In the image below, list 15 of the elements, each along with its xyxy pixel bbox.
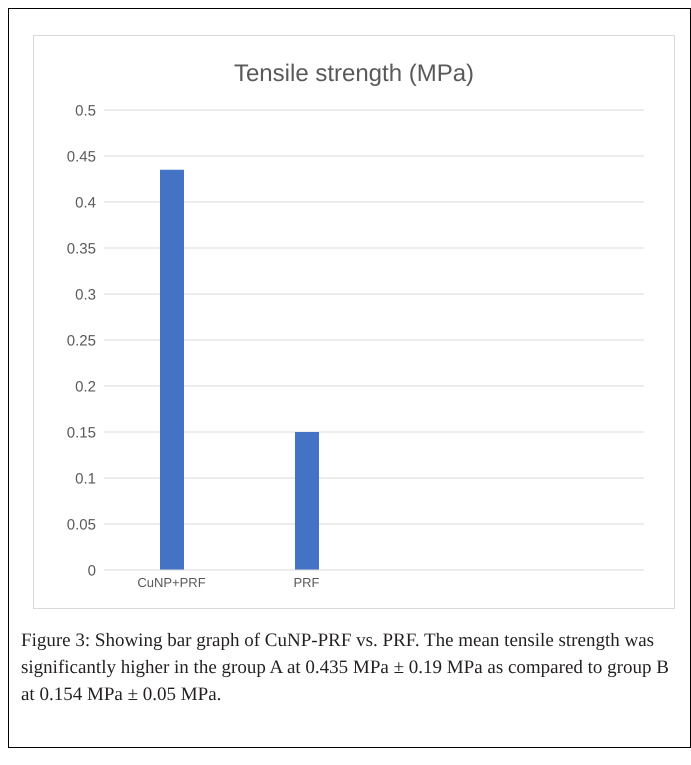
y-tick-label: 0 <box>88 562 96 580</box>
y-tick-label: 0.35 <box>66 240 96 258</box>
y-tick-label: 0.05 <box>66 516 96 534</box>
y-tick-label: 0.1 <box>75 470 96 488</box>
y-tick-label: 0.15 <box>66 424 96 442</box>
chart-title: Tensile strength (MPa) <box>232 60 476 89</box>
y-tick-label: 0.4 <box>75 194 96 212</box>
caption: Figure 3: Showing bar graph of CuNP-PRF vs. PRF. The mean tensile strength was significantly higher in the group A at 0.435 MPa ± 0.19 MPa as compared to group B at 0.154 MPa ± 0.05 MPa. <box>21 629 670 707</box>
y-tick-label: 0.2 <box>75 378 96 396</box>
y-tick-label: 0.45 <box>66 148 96 166</box>
y-tick-label: 0.5 <box>75 102 96 120</box>
y-tick-label: 0.25 <box>66 332 96 350</box>
x-tick-label: PRF <box>294 575 320 590</box>
x-tick-label: CuNP+PRF <box>137 575 206 590</box>
y-tick-label: 0.3 <box>75 286 96 304</box>
